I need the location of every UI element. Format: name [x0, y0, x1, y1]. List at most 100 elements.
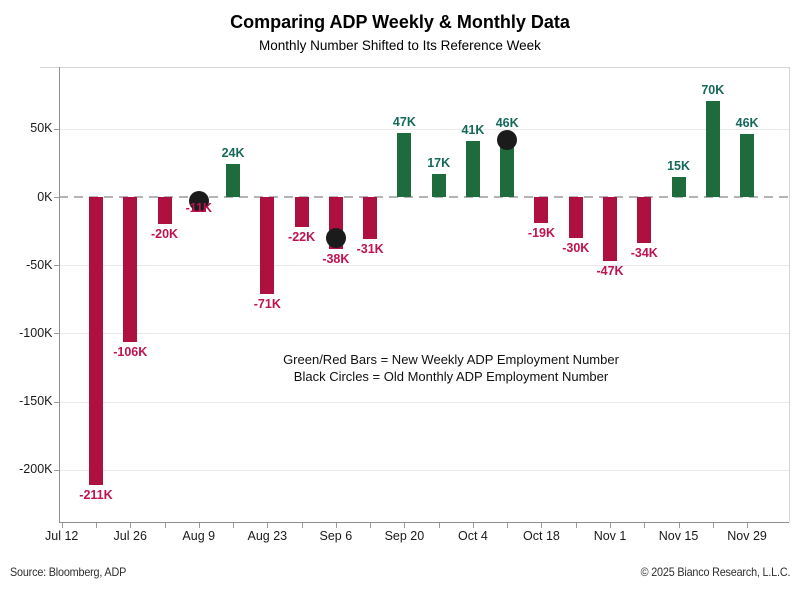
bar-value-label: -71K	[253, 296, 281, 311]
x-axis-tick	[164, 523, 166, 528]
weekly-bar-positive	[431, 173, 446, 197]
x-axis-tick	[267, 523, 269, 528]
weekly-bar-negative	[568, 197, 583, 238]
x-axis-tick-label: Aug 23	[247, 529, 288, 543]
zero-gridline	[58, 196, 789, 198]
x-axis-tick-label: Nov 29	[727, 529, 767, 543]
y-gridline	[58, 469, 789, 471]
x-axis-tick	[541, 523, 543, 528]
bar-value-label: 24K	[221, 146, 245, 161]
y-axis-tick-label: -150K	[19, 394, 53, 409]
bar-value-label: -30K	[562, 240, 590, 255]
bar-value-label: 46K	[735, 116, 759, 131]
weekly-bar-negative	[534, 197, 549, 223]
x-axis-tick	[301, 523, 303, 528]
bar-value-label: 17K	[427, 155, 451, 170]
weekly-bar-positive	[465, 141, 480, 197]
weekly-bar-negative	[123, 197, 138, 342]
y-axis-line	[58, 67, 60, 522]
x-axis-tick	[404, 523, 406, 528]
bar-value-label: -22K	[288, 230, 316, 245]
weekly-bar-positive	[397, 132, 412, 197]
x-axis-tick	[130, 523, 132, 528]
weekly-bar-negative	[363, 197, 378, 240]
monthly-circle	[188, 191, 209, 212]
source-note: Source: Bloomberg, ADP	[10, 565, 127, 579]
bar-value-label: -38K	[322, 251, 350, 266]
copyright-note: © 2025 Bianco Research, L.L.C.	[640, 565, 790, 579]
x-axis-tick-label: Jul 26	[113, 529, 147, 543]
weekly-bar-negative	[157, 197, 172, 225]
x-axis-tick-label: Jul 12	[45, 529, 79, 543]
weekly-bar-positive	[705, 101, 720, 197]
bar-value-label: 70K	[701, 83, 725, 98]
weekly-bar-negative	[603, 197, 618, 262]
bar-value-label: 41K	[461, 123, 485, 138]
bar-value-label: -31K	[356, 242, 384, 257]
bar-value-label: -106K	[113, 344, 148, 359]
y-axis-tick-label: -100K	[19, 325, 53, 340]
legend: Green/Red Bars = New Weekly ADP Employme…	[251, 352, 651, 385]
y-axis-tick	[53, 401, 59, 403]
x-axis-tick	[712, 523, 714, 528]
x-axis-tick	[678, 523, 680, 528]
y-axis-tick-label: -50K	[26, 257, 53, 272]
plot-frame-top	[40, 67, 789, 68]
weekly-bar-negative	[637, 197, 652, 244]
weekly-bar-positive	[740, 134, 755, 197]
bar-value-label: -211K	[79, 487, 113, 502]
y-axis-tick-label: 50K	[30, 121, 53, 136]
x-axis-tick	[472, 523, 474, 528]
legend-line-bars: Green/Red Bars = New Weekly ADP Employme…	[283, 352, 619, 367]
y-gridline	[58, 401, 789, 403]
x-axis-line	[58, 522, 789, 523]
x-axis-tick-label: Nov 1	[593, 529, 627, 543]
x-axis-tick	[644, 523, 646, 528]
x-axis-tick	[507, 523, 509, 528]
bar-value-label: 47K	[392, 114, 416, 129]
x-axis-tick	[438, 523, 440, 528]
x-axis-tick	[95, 523, 97, 528]
y-axis-tick	[53, 197, 59, 198]
y-axis-tick-label: 0K	[37, 189, 53, 204]
x-axis-tick	[61, 523, 63, 528]
y-axis-tick	[53, 469, 59, 471]
x-axis-tick-label: Oct 18	[523, 529, 560, 543]
x-axis-tick	[335, 523, 337, 528]
monthly-circle	[497, 129, 518, 150]
bar-value-label: 15K	[667, 158, 691, 173]
plot-frame-right	[789, 67, 790, 522]
x-axis-tick	[370, 523, 372, 528]
weekly-bar-positive	[500, 134, 515, 197]
x-axis-tick-label: Oct 4	[458, 529, 488, 543]
bar-value-label: -11K	[185, 201, 212, 215]
y-gridline	[58, 333, 789, 335]
y-gridline	[58, 265, 789, 267]
x-axis-tick	[610, 523, 612, 528]
bar-value-label: -19K	[527, 225, 556, 240]
weekly-bar-negative	[294, 197, 309, 228]
x-axis-tick-label: Aug 9	[182, 529, 216, 543]
x-axis-tick	[747, 523, 749, 528]
bar-value-label: -34K	[630, 246, 658, 261]
weekly-bar-negative	[88, 197, 103, 485]
bar-value-label: 46K	[495, 116, 519, 131]
bar-value-label: -47K	[596, 264, 624, 279]
x-axis-tick-label: Sep 20	[384, 529, 425, 543]
x-axis-tick	[575, 523, 577, 528]
x-axis-tick-label: Nov 15	[658, 529, 699, 543]
y-axis-tick-label: -200K	[19, 462, 53, 477]
monthly-circle	[325, 227, 346, 248]
weekly-bar-positive	[226, 164, 241, 197]
y-axis-tick	[53, 128, 59, 130]
legend-line-circles: Black Circles = Old Monthly ADP Employme…	[293, 368, 609, 384]
weekly-bar-negative	[260, 197, 275, 294]
x-axis-tick	[198, 523, 200, 528]
chart-subtitle: Monthly Number Shifted to Its Reference …	[259, 38, 541, 53]
x-axis-tick-label: Sep 6	[319, 529, 353, 543]
weekly-bar-positive	[671, 176, 686, 197]
y-axis-tick	[53, 333, 59, 335]
y-axis-tick	[53, 265, 59, 267]
